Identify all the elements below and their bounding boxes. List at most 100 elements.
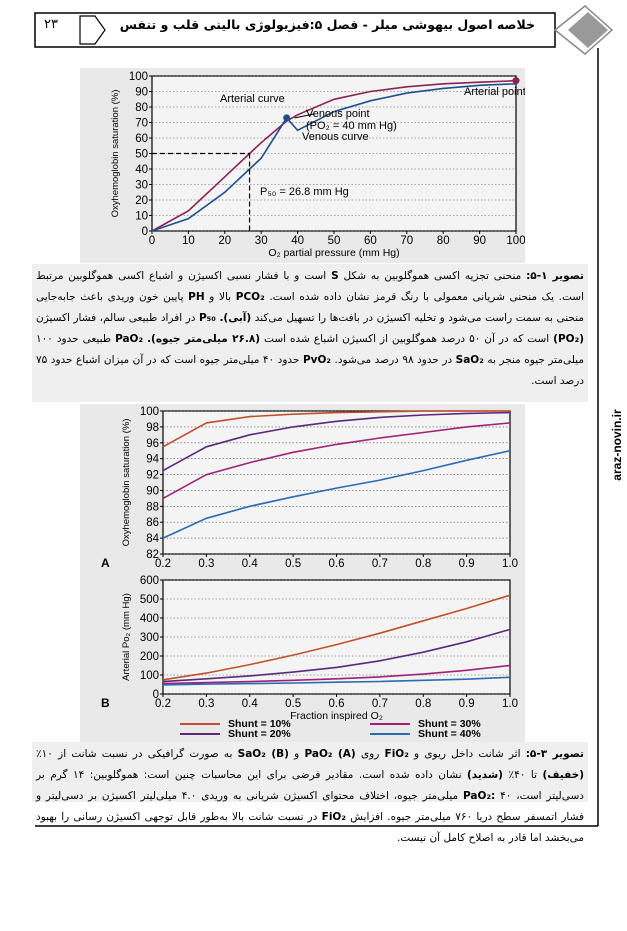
y-tick-label: 20 xyxy=(135,195,148,207)
annotation: (PO₂ = 40 mm Hg) xyxy=(306,120,397,132)
legend-label: Shunt = 30% xyxy=(418,718,481,730)
caption-text: نشان داده شده است. مقادیر فرضی برای این … xyxy=(36,769,584,802)
caption-text: پایین خون وریدی باعث جابه‌جایی منحنی به … xyxy=(36,291,584,324)
caption-1: تصویر ۱-۵: منحنی تجزیه اکسی هموگلوبین به… xyxy=(32,264,588,402)
caption-text: (PO₂) xyxy=(553,333,585,345)
series-line xyxy=(162,676,511,686)
caption-text: SaO₂ (B) xyxy=(237,748,289,760)
panel-label: B xyxy=(101,696,110,710)
x-tick-label: 0.7 xyxy=(372,558,388,570)
y-axis-label: Oxyhemoglobin saturation (%) xyxy=(110,90,121,218)
series-line xyxy=(162,410,510,448)
y-tick-label: 10 xyxy=(135,211,148,223)
x-tick-label: 0.9 xyxy=(459,558,475,570)
x-axis-label: O₂ partial pressure (mm Hg) xyxy=(268,247,399,259)
x-tick-label: 40 xyxy=(291,235,304,247)
x-tick-label: 10 xyxy=(182,235,195,247)
legend-label: Shunt = 40% xyxy=(418,728,481,740)
caption-text: تا ۴۰٪ xyxy=(502,769,543,781)
caption-text: تصویر ۱-۵: xyxy=(526,270,584,282)
x-tick-label: 50 xyxy=(328,235,341,247)
caption-text: در نسبت شانت بالا به‌طور قابل توجهی اکسی… xyxy=(36,811,584,844)
caption-text: (شدید) xyxy=(466,769,503,781)
x-tick-label: 80 xyxy=(437,235,450,247)
y-tick-label: 600 xyxy=(140,575,159,587)
point-label: Arterial point xyxy=(464,86,525,98)
caption-text: تصویر ۳-۵: xyxy=(525,748,584,760)
caption-text: حدود ۴۰ میلی‌متر جیوه است که در آن میزان… xyxy=(36,354,584,387)
caption-text: (خفیف) xyxy=(542,769,584,781)
x-tick-label: 0.4 xyxy=(242,558,259,570)
caption-text: است و با فشار نسبی اکسیژن و اشباع اکسی ه… xyxy=(36,270,585,303)
x-tick-label: 30 xyxy=(255,235,268,247)
caption-text: و xyxy=(288,748,305,760)
x-tick-label: 1.0 xyxy=(502,558,518,570)
caption-text: اثر شانت داخل ریوی و xyxy=(408,748,526,760)
x-tick-label: 0.7 xyxy=(372,698,388,710)
y-tick-label: 0 xyxy=(153,689,159,701)
caption-text: S xyxy=(331,270,339,282)
series-line xyxy=(162,594,511,681)
series-line xyxy=(162,628,511,683)
x-tick-label: 0 xyxy=(149,235,155,247)
caption-text: بالا و xyxy=(204,291,236,303)
series-line xyxy=(162,664,511,685)
caption-text: به صورت گرافیکی در نسبت شانت از ۱۰٪ xyxy=(36,748,238,760)
caption-text: PvO₂ xyxy=(302,354,332,366)
x-tick-label: 0.2 xyxy=(155,558,171,570)
y-tick-label: 90 xyxy=(135,87,148,99)
caption-text: روی xyxy=(355,748,385,760)
y-tick-label: 98 xyxy=(146,422,159,434)
header-title: خلاصه اصول بیهوشی میلر - فصل ۵:فیزیولوژی… xyxy=(119,17,535,32)
caption-text: PaO₂ (A) xyxy=(304,748,356,760)
curve-label: Venous curve xyxy=(302,131,369,143)
y-axis-label: Arterial Po₂ (mm Hg) xyxy=(121,593,132,681)
x-tick-label: 90 xyxy=(473,235,486,247)
x-tick-label: 0.9 xyxy=(459,698,475,710)
caption-text: FiO₂ xyxy=(384,748,409,760)
x-tick-label: 100 xyxy=(506,235,525,247)
y-tick-label: 100 xyxy=(140,406,159,418)
caption-text: در حدود ۹۸ درصد می‌شود. xyxy=(331,354,456,366)
caption-text: ۴۰ میلی‌متر جیوه، اختلاف محتوای اکسیژن ش… xyxy=(36,790,584,823)
curve-label: Arterial curve xyxy=(220,93,285,105)
caption-text: FiO₂ xyxy=(321,811,346,823)
plot-area xyxy=(162,579,511,695)
series-line xyxy=(162,422,511,500)
y-tick-label: 96 xyxy=(146,438,159,450)
caption-text: PaO₂: xyxy=(463,790,496,802)
pointer-arrow xyxy=(294,113,315,119)
caption-text: در افراد طبیعی سالم، فشار اکسیژن xyxy=(36,312,199,324)
y-tick-label: 500 xyxy=(140,594,159,606)
y-tick-label: 86 xyxy=(146,517,159,529)
y-tick-label: 200 xyxy=(140,651,159,663)
series-line xyxy=(151,83,517,232)
y-tick-label: 92 xyxy=(146,470,159,482)
legend-label: Shunt = 20% xyxy=(228,728,291,740)
x-tick-label: 0.5 xyxy=(285,558,301,570)
y-tick-label: 94 xyxy=(146,454,159,466)
x-tick-label: 1.0 xyxy=(502,698,518,710)
caption-text: (آبی). xyxy=(219,312,252,324)
x-tick-label: 0.6 xyxy=(329,698,345,710)
point-label: Venous point xyxy=(306,108,370,120)
x-tick-label: 0.3 xyxy=(198,558,214,570)
caption-text: SaO₂ xyxy=(455,354,484,366)
legend-label: Shunt = 10% xyxy=(228,718,291,730)
y-tick-label: 82 xyxy=(146,549,159,561)
x-tick-label: 0.6 xyxy=(329,558,345,570)
y-tick-label: 300 xyxy=(140,632,159,644)
series-line xyxy=(151,79,517,232)
x-tick-label: 20 xyxy=(218,235,231,247)
x-tick-label: 0.8 xyxy=(415,558,431,570)
caption-text: است که در آن ۵۰ درصد هموگلوبین از اکسیژن… xyxy=(260,333,554,345)
y-tick-label: 40 xyxy=(135,164,148,176)
y-axis-label: Oxyhemoglobin saturation (%) xyxy=(121,419,132,547)
x-tick-label: 0.5 xyxy=(285,698,301,710)
y-tick-label: 30 xyxy=(135,180,148,192)
series-line xyxy=(162,411,511,472)
data-point xyxy=(512,77,520,85)
y-tick-label: 100 xyxy=(140,670,159,682)
